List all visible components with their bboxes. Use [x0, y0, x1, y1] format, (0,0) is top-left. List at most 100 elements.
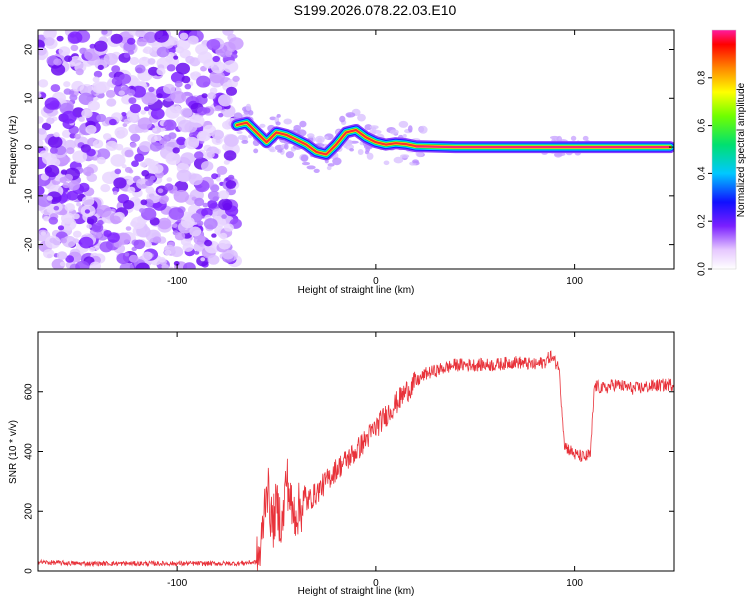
spectrogram-noise-blob: [124, 166, 133, 173]
spectrogram-noise-blob: [45, 235, 61, 249]
spectrogram-noise-blob: [81, 195, 95, 207]
x-tick-label: 0: [373, 276, 379, 287]
spectrogram-noise-blob: [207, 190, 221, 201]
spectrogram-noise-blob: [84, 209, 90, 214]
spectrogram-noise-blob: [115, 143, 124, 151]
spectrogram-noise-blob: [110, 215, 121, 225]
spectrogram-noise-blob: [218, 190, 230, 200]
snr-x-ticks: -100 0 100: [167, 332, 583, 589]
spectrogram-noise-blob: [92, 76, 100, 83]
spectrogram-ridge-halo: [275, 121, 281, 126]
spectrogram-noise-blob: [209, 70, 225, 84]
spectrogram-noise-blob: [180, 216, 195, 229]
spectrogram-noise-blob: [194, 250, 200, 255]
spectrogram-noise-blob: [156, 46, 170, 58]
spectrogram-noise-blob: [224, 134, 239, 147]
spectrogram-noise-blob: [141, 92, 157, 105]
spectrogram-noise-blob: [76, 202, 82, 207]
spectrogram-noise-blob: [145, 180, 153, 187]
spectrogram-ridge-halo: [570, 135, 577, 141]
spectrogram-noise-blob: [227, 174, 235, 181]
spectrogram-noise-blob: [38, 47, 49, 60]
spectrogram-noise-blob: [195, 44, 209, 55]
colorbar-tick-label: 0.4: [697, 166, 708, 180]
spectrogram-ridge-halo: [253, 148, 259, 154]
spectrogram-noise-blob: [149, 142, 162, 152]
spectrogram-noise-blob: [56, 35, 64, 42]
spectrogram-noise-blob: [100, 184, 111, 193]
spectrogram-noise-blob: [201, 93, 208, 99]
spectrogram-ridge-halo: [364, 124, 373, 131]
spectrogram-noise-blob: [222, 249, 235, 260]
spectrogram-noise-blob: [159, 196, 168, 204]
spectrogram-y-label: Frequency (Hz): [8, 116, 19, 185]
spectrogram-ridge-halo: [276, 114, 281, 118]
spectrogram-noise-blob: [105, 89, 116, 98]
spectrogram-noise-blob: [134, 153, 145, 162]
spectrogram-noise-blob: [195, 72, 201, 78]
spectrogram-noise-blob: [96, 205, 112, 218]
spectrogram-noise-blob: [44, 166, 53, 173]
spectrogram-noise-blob: [110, 154, 126, 167]
spectrogram-noise-blob: [67, 31, 83, 44]
spectrogram-noise-blob: [64, 203, 76, 212]
spectrogram-x-label: Height of straight line (km): [298, 285, 415, 296]
spectrogram-noise-blob: [148, 66, 159, 76]
spectrogram-noise-blob: [51, 258, 65, 269]
spectrogram-noise-blob: [92, 231, 102, 239]
spectrogram-noise-blob: [111, 76, 123, 86]
spectrogram-noise-blob: [196, 75, 211, 88]
spectrogram-noise-blob: [43, 249, 55, 259]
spectrogram-noise-blob: [173, 55, 179, 60]
spectrogram-noise-blob: [145, 158, 156, 167]
spectrogram-noise-blob: [38, 92, 42, 98]
spectrogram-noise-blob: [129, 103, 141, 114]
spectrogram-noise-blob: [210, 184, 220, 193]
spectrogram-ridge-halo: [345, 112, 356, 118]
spectrogram-noise-blob: [218, 113, 224, 118]
spectrogram-noise-blob: [164, 249, 172, 256]
spectrogram-noise-blob: [222, 30, 234, 36]
spectrogram-noise-blob: [69, 55, 82, 67]
spectrogram-ridge-halo: [357, 113, 366, 122]
spectrogram-noise-blob: [93, 70, 103, 78]
spectrogram-noise-blob: [38, 185, 45, 196]
spectrogram-noise-blob: [79, 236, 94, 249]
spectrogram-noise-blob: [118, 90, 125, 96]
spectrogram-noise-blob: [64, 139, 77, 150]
spectrogram-noise-blob: [212, 55, 220, 63]
spectrogram-noise-blob: [103, 230, 112, 237]
spectrogram-noise-blob: [46, 195, 53, 201]
snr-x-label: Height of straight line (km): [298, 586, 415, 597]
spectrogram-noise-blob: [131, 160, 139, 167]
spectrogram-noise-blob: [64, 55, 73, 62]
spectrogram-ridge-halo: [557, 152, 566, 157]
spectrogram-noise-blob: [150, 108, 165, 120]
spectrogram-noise-blob: [200, 257, 206, 262]
spectrogram-noise-blob: [201, 161, 214, 172]
spectrogram-noise-blob: [223, 60, 239, 73]
snr-series-line: [38, 350, 674, 571]
spectrogram-ridge-halo: [302, 161, 310, 166]
spectrogram-noise-blob: [75, 68, 84, 76]
spectrogram-noise-blob: [129, 57, 140, 65]
spectrogram-noise-blob: [140, 161, 147, 168]
spectrogram-noise-blob: [62, 182, 70, 189]
spectrogram-noise-blob: [53, 132, 60, 138]
spectrogram-ridge-halo: [357, 149, 364, 155]
spectrogram-noise-blob: [128, 254, 139, 263]
spectrogram-noise-blob: [204, 239, 213, 247]
colorbar-tick-label: 0.6: [697, 118, 708, 132]
spectrogram-noise-blob: [207, 199, 218, 209]
spectrogram-ridge-halo: [269, 116, 277, 121]
spectrogram-ridge-halo: [237, 134, 247, 141]
chart-title: S199.2026.078.22.03.E10: [293, 2, 457, 18]
spectrogram-noise-blob: [221, 214, 227, 219]
spectrogram-noise-blob: [136, 178, 150, 190]
spectrogram-noise-blob: [139, 208, 145, 213]
spectrogram-noise-blob: [164, 183, 174, 191]
spectrogram-noise-blob: [168, 37, 179, 46]
spectrogram-noise-blob: [194, 197, 205, 207]
spectrogram-noise-blob: [135, 30, 145, 38]
